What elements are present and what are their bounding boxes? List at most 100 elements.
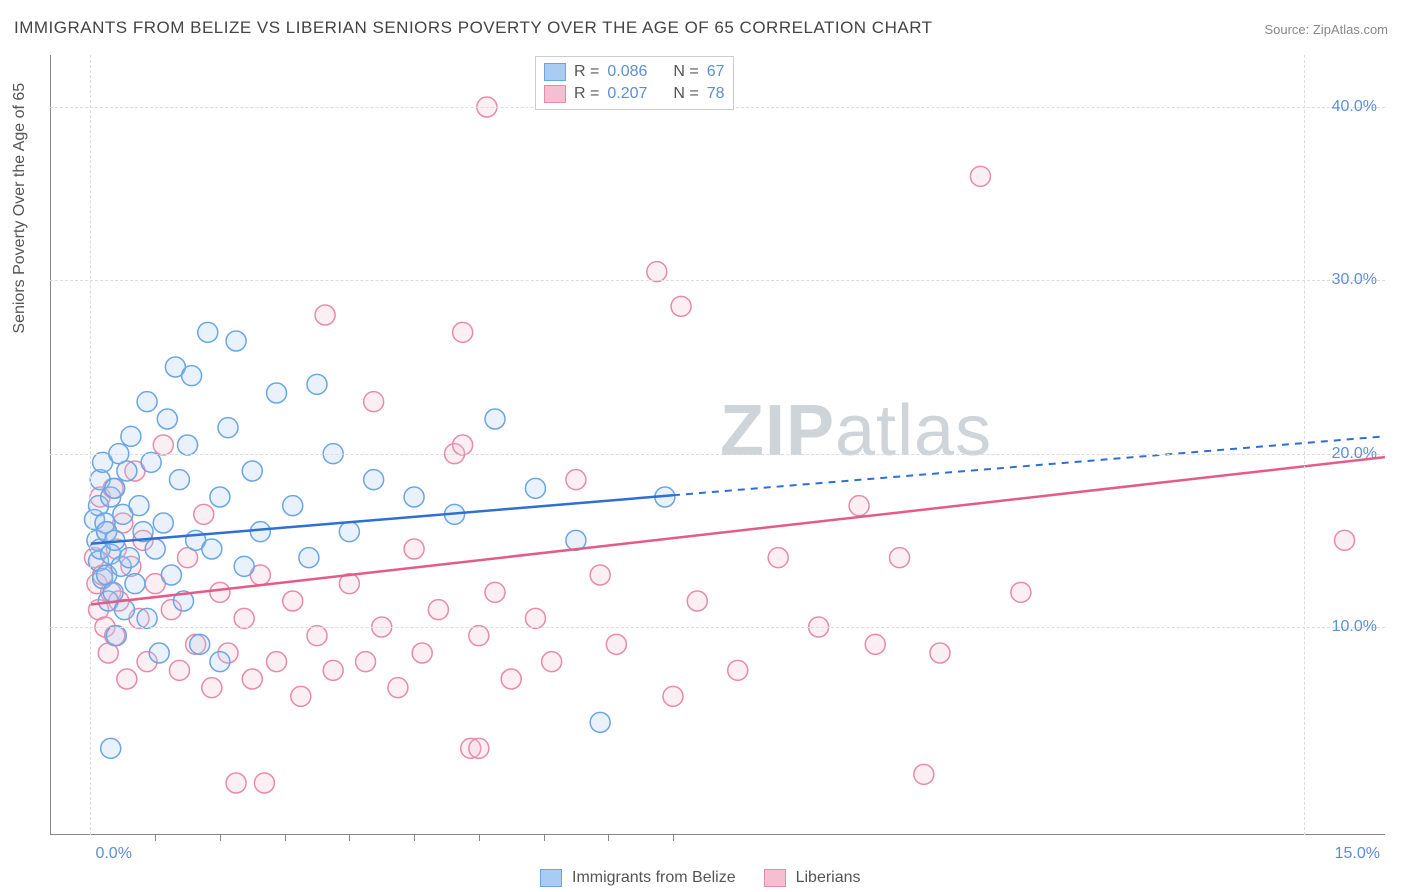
scatter-point bbox=[242, 461, 262, 481]
xtick-mark bbox=[414, 835, 415, 841]
scatter-point bbox=[103, 582, 123, 602]
scatter-point bbox=[542, 652, 562, 672]
legend-swatch-0 bbox=[544, 63, 566, 81]
scatter-point bbox=[117, 461, 137, 481]
xtick-mark bbox=[608, 835, 609, 841]
scatter-point bbox=[388, 678, 408, 698]
legend-bottom-swatch-1 bbox=[764, 869, 786, 887]
legend-n-label: N = bbox=[673, 85, 698, 103]
xtick-mark bbox=[285, 835, 286, 841]
scatter-point bbox=[210, 582, 230, 602]
scatter-point bbox=[930, 643, 950, 663]
scatter-point bbox=[125, 574, 145, 594]
scatter-point bbox=[525, 608, 545, 628]
scatter-point bbox=[114, 600, 134, 620]
scatter-point bbox=[119, 548, 139, 568]
scatter-point bbox=[687, 591, 707, 611]
scatter-point bbox=[356, 652, 376, 672]
gridline-h bbox=[50, 627, 1385, 628]
scatter-point bbox=[137, 608, 157, 628]
scatter-point bbox=[202, 539, 222, 559]
legend-bottom-swatch-0 bbox=[540, 869, 562, 887]
scatter-point bbox=[210, 487, 230, 507]
scatter-point bbox=[149, 643, 169, 663]
scatter-point bbox=[283, 591, 303, 611]
scatter-point bbox=[890, 548, 910, 568]
xtick-mark bbox=[544, 835, 545, 841]
scatter-point bbox=[226, 331, 246, 351]
legend-r-label: R = bbox=[574, 63, 599, 81]
scatter-point bbox=[267, 652, 287, 672]
scatter-point bbox=[234, 556, 254, 576]
gridline-h bbox=[50, 280, 1385, 281]
ytick-label: 10.0% bbox=[1332, 618, 1377, 636]
legend-bottom-label-0: Immigrants from Belize bbox=[572, 869, 736, 887]
scatter-point bbox=[161, 565, 181, 585]
legend-item-0: Immigrants from Belize bbox=[540, 869, 736, 887]
scatter-point bbox=[202, 678, 222, 698]
plot-area: 10.0%20.0%30.0%40.0%0.0%15.0% bbox=[50, 55, 1385, 835]
scatter-point bbox=[364, 392, 384, 412]
scatter-point bbox=[768, 548, 788, 568]
ytick-label: 40.0% bbox=[1332, 98, 1377, 116]
source-label: Source: ZipAtlas.com bbox=[1264, 22, 1388, 37]
regression-line bbox=[90, 457, 1385, 604]
scatter-point bbox=[307, 374, 327, 394]
xtick-mark bbox=[479, 835, 480, 841]
legend-r-value-0: 0.086 bbox=[607, 63, 647, 81]
xtick-mark bbox=[349, 835, 350, 841]
scatter-point bbox=[141, 452, 161, 472]
scatter-point bbox=[210, 652, 230, 672]
scatter-point bbox=[590, 565, 610, 585]
xtick-label: 15.0% bbox=[1335, 845, 1380, 863]
scatter-point bbox=[105, 478, 125, 498]
scatter-point bbox=[178, 435, 198, 455]
scatter-point bbox=[157, 409, 177, 429]
scatter-point bbox=[453, 435, 473, 455]
legend-r-label: R = bbox=[574, 85, 599, 103]
xtick-mark bbox=[220, 835, 221, 841]
scatter-point bbox=[182, 366, 202, 386]
legend-n-label: N = bbox=[673, 63, 698, 81]
scatter-point bbox=[525, 478, 545, 498]
scatter-point bbox=[339, 522, 359, 542]
scatter-point bbox=[865, 634, 885, 654]
scatter-point bbox=[566, 470, 586, 490]
scatter-point bbox=[501, 669, 521, 689]
legend-row-series-0: R = 0.086 N = 67 bbox=[544, 61, 725, 83]
scatter-point bbox=[428, 600, 448, 620]
scatter-point bbox=[849, 496, 869, 516]
scatter-point bbox=[469, 626, 489, 646]
scatter-point bbox=[647, 262, 667, 282]
legend-bottom-label-1: Liberians bbox=[796, 869, 861, 887]
scatter-point bbox=[364, 470, 384, 490]
scatter-point bbox=[606, 634, 626, 654]
ytick-label: 30.0% bbox=[1332, 271, 1377, 289]
xtick-label: 0.0% bbox=[95, 845, 131, 863]
scatter-point bbox=[169, 470, 189, 490]
legend-series: Immigrants from Belize Liberians bbox=[540, 869, 861, 887]
scatter-point bbox=[129, 496, 149, 516]
legend-item-1: Liberians bbox=[764, 869, 861, 887]
scatter-point bbox=[101, 738, 121, 758]
xtick-mark bbox=[155, 835, 156, 841]
xtick-mark bbox=[673, 835, 674, 841]
gridline-h bbox=[50, 454, 1385, 455]
scatter-point bbox=[137, 392, 157, 412]
scatter-point bbox=[323, 660, 343, 680]
scatter-point bbox=[194, 504, 214, 524]
scatter-point bbox=[590, 712, 610, 732]
scatter-point bbox=[291, 686, 311, 706]
scatter-point bbox=[412, 643, 432, 663]
scatter-point bbox=[234, 608, 254, 628]
scatter-point bbox=[404, 487, 424, 507]
ytick-label: 20.0% bbox=[1332, 445, 1377, 463]
legend-swatch-1 bbox=[544, 85, 566, 103]
scatter-point bbox=[254, 773, 274, 793]
legend-row-series-1: R = 0.207 N = 78 bbox=[544, 83, 725, 105]
scatter-point bbox=[267, 383, 287, 403]
scatter-point bbox=[190, 634, 210, 654]
scatter-point bbox=[226, 773, 246, 793]
chart-title: IMMIGRANTS FROM BELIZE VS LIBERIAN SENIO… bbox=[14, 18, 933, 38]
scatter-point bbox=[914, 764, 934, 784]
